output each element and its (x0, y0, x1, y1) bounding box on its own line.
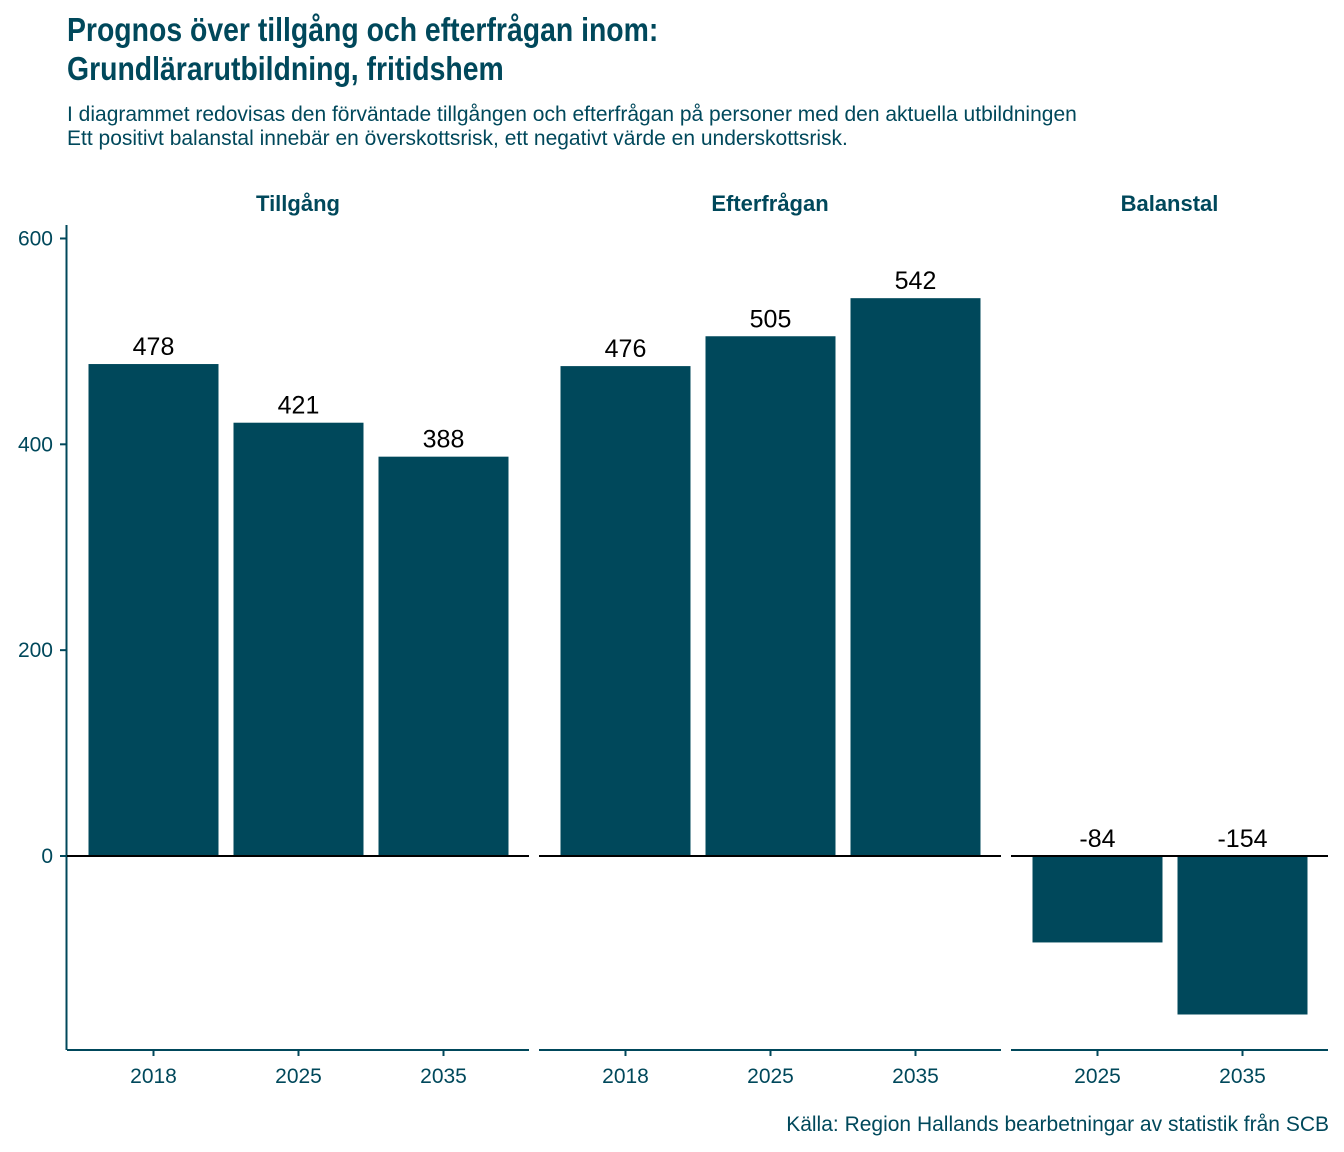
bar (850, 298, 981, 857)
y-tick-label: 0 (41, 845, 53, 868)
y-tick-label: 400 (18, 433, 53, 456)
bar (560, 366, 691, 856)
x-tick-label: 2025 (747, 1065, 794, 1088)
x-tick-label: 2035 (1219, 1065, 1266, 1088)
x-tick-label: 2035 (420, 1065, 467, 1088)
x-tick-label: 2018 (602, 1065, 649, 1088)
bar-value-label: 476 (605, 335, 647, 363)
chart-subtitle: I diagrammet redovisas den förväntade ti… (67, 103, 1077, 151)
bar (88, 364, 219, 856)
x-tick-label: 2035 (892, 1065, 939, 1088)
x-tick-label: 2018 (130, 1065, 177, 1088)
x-tick-label: 2025 (275, 1065, 322, 1088)
bar (233, 422, 364, 856)
chart-title: Prognos över tillgång och efterfrågan in… (67, 10, 658, 88)
y-tick-label: 200 (18, 639, 53, 662)
bar (705, 336, 836, 856)
bar-value-label: -84 (1079, 825, 1115, 853)
chart-subtitle-line-2: Ett positivt balanstal innebär en översk… (67, 127, 848, 150)
y-tick-label: 600 (18, 227, 53, 250)
facet-title: Efterfrågan (711, 191, 828, 216)
chart-caption: Källa: Region Hallands bearbetningar av … (786, 1113, 1329, 1136)
chart-title-line-2: Grundlärarutbildning, fritidshem (67, 50, 504, 87)
facet-title: Tillgång (256, 191, 340, 216)
bar (1177, 856, 1308, 1015)
bar-value-label: 542 (895, 267, 937, 295)
bar-value-label: 421 (278, 392, 320, 420)
chart-subtitle-line-1: I diagrammet redovisas den förväntade ti… (67, 103, 1077, 126)
bar-value-label: 388 (423, 426, 465, 454)
bar-value-label: 478 (133, 333, 175, 361)
x-tick-label: 2025 (1074, 1065, 1121, 1088)
bar (378, 456, 509, 856)
bar-value-label: 505 (750, 305, 792, 333)
facet-title: Balanstal (1121, 191, 1219, 216)
bar (1032, 856, 1163, 943)
bar-value-label: -154 (1217, 825, 1267, 853)
chart-title-line-1: Prognos över tillgång och efterfrågan in… (67, 11, 659, 48)
